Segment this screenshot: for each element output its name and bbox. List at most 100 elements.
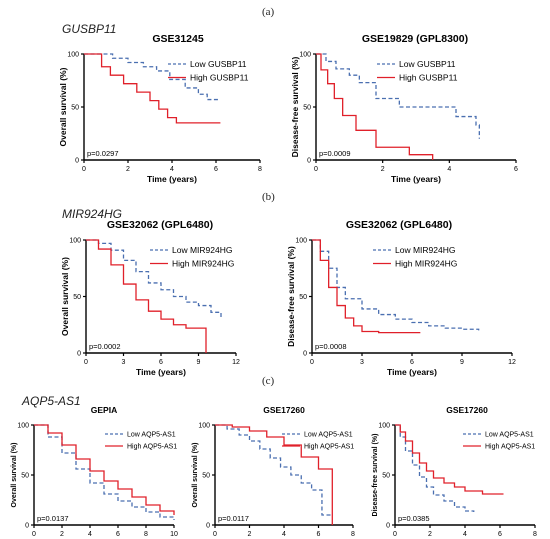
x-axis-label: Time (years) bbox=[387, 367, 437, 377]
x-tick-label: 0 bbox=[32, 531, 36, 538]
series-line-low bbox=[395, 424, 475, 512]
x-tick-label: 6 bbox=[514, 166, 518, 173]
legend-entry: Low GUSBP11 bbox=[190, 59, 247, 69]
gene-label-aqp5-as1: AQP5-AS1 bbox=[22, 394, 81, 408]
x-tick-label: 3 bbox=[360, 359, 364, 366]
series-line-high bbox=[86, 239, 207, 353]
x-tick-label: 6 bbox=[498, 531, 502, 538]
y-tick-label: 100 bbox=[198, 423, 210, 430]
x-tick-label: 6 bbox=[214, 166, 218, 173]
y-axis-label: Disease-free survival (%) bbox=[372, 434, 379, 517]
p-value: p=0.0009 bbox=[319, 149, 351, 158]
y-axis-label: Disease-free survival (%) bbox=[286, 246, 296, 347]
y-tick-label: 50 bbox=[71, 105, 79, 112]
y-tick-label: 100 bbox=[299, 52, 311, 59]
panel-label-c: (c) bbox=[262, 375, 275, 387]
legend-entry: Low AQP5-AS1 bbox=[485, 431, 534, 438]
p-value: p=0.0137 bbox=[37, 514, 69, 523]
x-tick-label: 12 bbox=[508, 359, 516, 366]
x-tick-label: 9 bbox=[197, 359, 201, 366]
series-line-low bbox=[215, 424, 331, 516]
p-value: p=0.0008 bbox=[315, 342, 347, 351]
km-chart-0: GSE31245 0 2 4 6 8 0 50 100 Time (years) Overall s… bbox=[58, 33, 262, 184]
km-chart-4: GEPIA0246810050100Time (years)Overall su… bbox=[11, 405, 178, 538]
x-tick-label: 10 bbox=[170, 531, 178, 538]
x-tick-label: 6 bbox=[116, 531, 120, 538]
x-tick-label: 2 bbox=[248, 531, 252, 538]
series-line-high bbox=[316, 53, 434, 160]
x-tick-label: 0 bbox=[314, 166, 318, 173]
x-tick-label: 0 bbox=[213, 531, 217, 538]
y-tick-label: 100 bbox=[17, 423, 29, 430]
y-tick-label: 100 bbox=[69, 238, 81, 245]
y-tick-label: 100 bbox=[67, 52, 79, 59]
y-axis-label: Overall survival (%) bbox=[11, 443, 18, 508]
series-line-high bbox=[395, 424, 504, 495]
x-tick-label: 2 bbox=[60, 531, 64, 538]
p-value: p=0.0297 bbox=[87, 149, 119, 158]
km-chart-3: GSE32062 (GPL6480) 0 3 6 9 12 0 50 100 Time (year… bbox=[286, 219, 516, 377]
legend-entry: High GUSBP11 bbox=[190, 72, 249, 82]
legend-entry: Low AQP5-AS1 bbox=[304, 431, 353, 438]
gene-label-gusbp11: GUSBP11 bbox=[62, 22, 117, 36]
x-tick-label: 9 bbox=[460, 359, 464, 366]
legend-entry: Low AQP5-AS1 bbox=[127, 431, 176, 438]
y-tick-label: 0 bbox=[303, 351, 307, 358]
km-chart-1: GSE19829 (GPL8300) 0 2 4 6 0 50 100 Time (years)… bbox=[290, 33, 518, 184]
x-tick-label: 4 bbox=[170, 166, 174, 173]
series-line-low bbox=[34, 424, 175, 520]
y-tick-label: 0 bbox=[206, 523, 210, 530]
p-value: p=0.0117 bbox=[218, 514, 249, 523]
chart-title: GSE17260 bbox=[446, 405, 488, 415]
legend-entry: Low GUSBP11 bbox=[399, 59, 456, 69]
y-axis-label: Overall survival (%) bbox=[58, 67, 68, 146]
panel-label-a: (a) bbox=[262, 6, 275, 18]
p-value: p=0.0385 bbox=[398, 514, 430, 523]
x-tick-label: 2 bbox=[381, 166, 385, 173]
chart-title: GSE32062 (GPL6480) bbox=[107, 219, 213, 231]
chart-title: GSE19829 (GPL8300) bbox=[362, 33, 468, 45]
chart-title: GSE17260 bbox=[263, 405, 305, 415]
y-tick-label: 50 bbox=[299, 294, 307, 301]
x-tick-label: 0 bbox=[393, 531, 397, 538]
km-chart-6: GSE1726002468050100Time (years)Disease-f… bbox=[372, 405, 537, 538]
chart-title: GSE32062 (GPL6480) bbox=[346, 219, 452, 231]
x-tick-label: 8 bbox=[144, 531, 148, 538]
x-tick-label: 4 bbox=[447, 166, 451, 173]
legend-entry: Low MIR924HG bbox=[172, 245, 232, 255]
y-tick-label: 50 bbox=[303, 105, 311, 112]
legend-entry: High AQP5-AS1 bbox=[485, 443, 535, 450]
series-line-high bbox=[215, 424, 333, 525]
gene-label-mir924hg: MIR924HG bbox=[62, 207, 123, 221]
y-tick-label: 50 bbox=[202, 473, 210, 480]
series-line-low bbox=[86, 239, 222, 320]
y-tick-label: 50 bbox=[21, 473, 29, 480]
series-line-low bbox=[84, 53, 221, 101]
series-line-high bbox=[34, 424, 175, 515]
legend-entry: High MIR924HG bbox=[172, 258, 234, 268]
series-line-high bbox=[84, 53, 221, 124]
legend-entry: High AQP5-AS1 bbox=[304, 443, 354, 450]
y-tick-label: 0 bbox=[77, 351, 81, 358]
p-value: p=0.0002 bbox=[89, 342, 121, 351]
x-tick-label: 0 bbox=[82, 166, 86, 173]
y-tick-label: 50 bbox=[73, 294, 81, 301]
legend-entry: High MIR924HG bbox=[395, 258, 457, 268]
x-tick-label: 8 bbox=[258, 166, 262, 173]
series-line-low bbox=[312, 239, 480, 331]
km-chart-5: GSE1726002468050100Time (years)Overall s… bbox=[192, 405, 355, 538]
panel-label-b: (b) bbox=[262, 191, 275, 203]
x-tick-label: 2 bbox=[428, 531, 432, 538]
x-tick-label: 4 bbox=[88, 531, 92, 538]
chart-title: GEPIA bbox=[91, 405, 117, 415]
y-tick-label: 100 bbox=[378, 423, 390, 430]
legend-entry: Low MIR924HG bbox=[395, 245, 455, 255]
x-tick-label: 12 bbox=[232, 359, 240, 366]
y-tick-label: 50 bbox=[382, 473, 390, 480]
legend-entry: High GUSBP11 bbox=[399, 72, 458, 82]
x-axis-label: Time (years) bbox=[136, 367, 186, 377]
x-tick-label: 6 bbox=[317, 531, 321, 538]
y-tick-label: 0 bbox=[307, 158, 311, 165]
